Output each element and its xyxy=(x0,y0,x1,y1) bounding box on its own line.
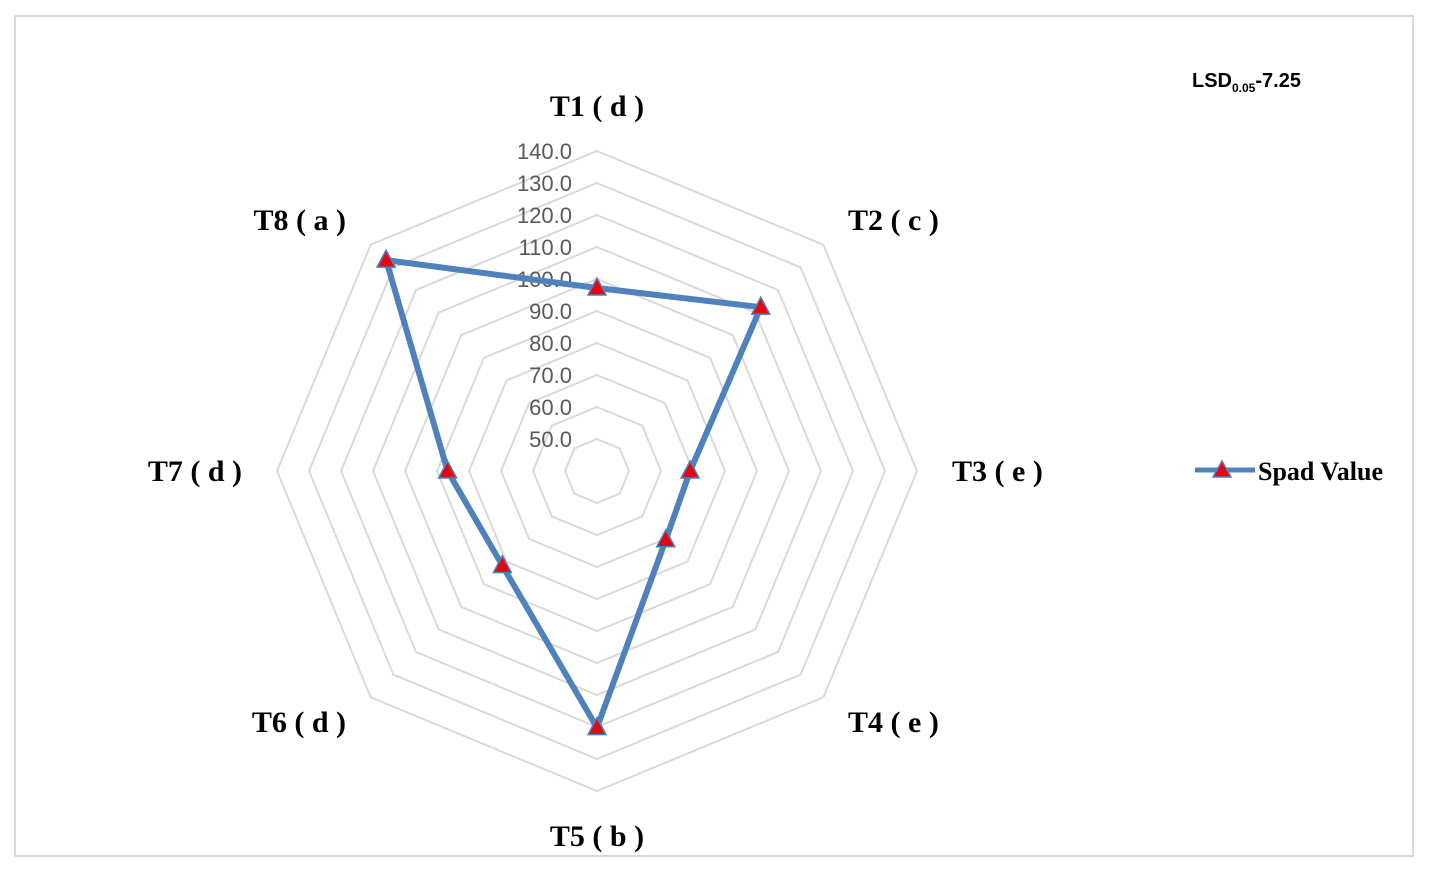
tick-label: 70.0 xyxy=(529,363,572,388)
tick-label: 80.0 xyxy=(529,331,572,356)
data-point-marker xyxy=(375,248,397,268)
tick-label: 140.0 xyxy=(517,139,572,164)
category-label: T5 ( b ) xyxy=(550,820,644,853)
category-label: T6 ( d ) xyxy=(252,706,346,739)
grid-ring xyxy=(563,437,631,505)
grid-ring xyxy=(499,373,695,569)
data-point-marker xyxy=(492,553,513,574)
tick-label: 110.0 xyxy=(519,235,572,260)
grid-ring xyxy=(307,181,887,761)
grid-ring xyxy=(403,277,791,665)
data-point-marker xyxy=(679,459,701,479)
data-point-marker xyxy=(750,295,772,315)
category-label: T2 ( c ) xyxy=(848,204,939,237)
grid-ring xyxy=(275,149,919,793)
grid-ring xyxy=(435,309,759,633)
data-point-marker xyxy=(437,459,458,479)
grid-ring xyxy=(467,341,727,601)
category-label: T8 ( a ) xyxy=(254,204,347,237)
lsd-main: LSD xyxy=(1192,70,1232,92)
legend: Spad Value xyxy=(1195,457,1383,486)
chart-frame xyxy=(14,15,1414,857)
radial-tick-labels: 50.060.070.080.090.0100.0110.0120.0130.0… xyxy=(517,139,572,452)
series-spad-value xyxy=(375,248,772,736)
legend-label: Spad Value xyxy=(1258,457,1383,486)
tick-label: 130.0 xyxy=(517,171,572,196)
category-label: T3 ( e ) xyxy=(952,455,1043,488)
tick-label: 60.0 xyxy=(529,395,572,420)
lsd-subscript: 0.05 xyxy=(1232,81,1256,95)
category-label: T4 ( e ) xyxy=(848,706,939,739)
grid-ring xyxy=(531,405,663,537)
radar-grid xyxy=(275,149,919,793)
data-point-marker xyxy=(586,276,608,296)
lsd-annotation: LSD0.05-7.25 xyxy=(1192,70,1301,95)
data-point-marker xyxy=(586,715,608,736)
legend-marker xyxy=(1211,459,1233,478)
tick-label: 90.0 xyxy=(529,299,572,324)
tick-label: 50.0 xyxy=(529,427,572,452)
lsd-value: -7.25 xyxy=(1255,70,1301,92)
category-label: T1 ( d ) xyxy=(550,90,644,123)
category-label: T7 ( d ) xyxy=(148,455,242,488)
tick-label: 120.0 xyxy=(517,203,572,228)
data-point-marker xyxy=(655,528,677,548)
category-labels: T1 ( d ) T2 ( c ) T3 ( e ) T4 ( e ) T5 ( b )… xyxy=(148,90,1043,853)
